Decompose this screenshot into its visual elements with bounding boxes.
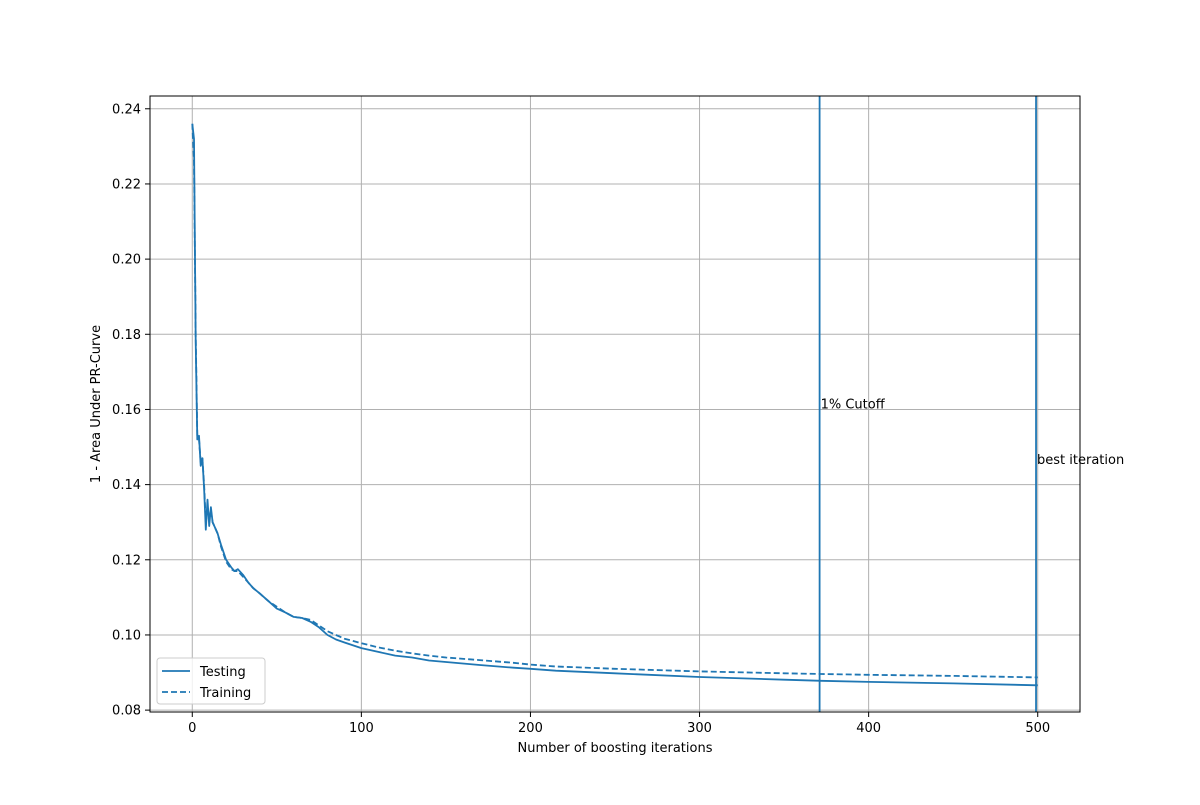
vline-annotation: best iteration — [1037, 453, 1124, 468]
y-tick-label: 0.16 — [112, 403, 141, 418]
x-axis-label: Number of boosting iterations — [518, 741, 713, 756]
vline-annotation: 1% Cutoff — [821, 397, 886, 412]
plot-frame — [149, 95, 1081, 713]
legend-label-testing: Testing — [199, 665, 246, 680]
x-tick-label: 300 — [687, 721, 712, 736]
y-tick-label: 0.12 — [112, 553, 141, 568]
x-tick-label: 100 — [349, 721, 374, 736]
series-group — [191, 123, 1038, 687]
legend-label-training: Training — [199, 686, 251, 701]
grid — [150, 96, 1080, 712]
y-tick-label: 0.10 — [112, 628, 141, 643]
y-tick-label: 0.22 — [112, 177, 141, 192]
y-axis-label: 1 - Area Under PR-Curve — [89, 325, 104, 483]
x-tick-label: 0 — [188, 721, 196, 736]
x-tick-label: 500 — [1025, 721, 1050, 736]
x-tick-label: 200 — [518, 721, 543, 736]
vline-group: 1% Cutoff best iteration — [818, 96, 1124, 712]
y-tick-label: 0.24 — [112, 102, 141, 117]
y-tick-label: 0.20 — [112, 253, 141, 268]
y-tick-label: 0.14 — [112, 478, 141, 493]
legend: Testing Training — [156, 657, 266, 705]
series-line-training — [191, 123, 1038, 679]
ticks: 0 100 200 300 400 500 0.08 0.10 0.12 0.14 0.16 0.18… — [112, 102, 1050, 736]
y-tick-label: 0.18 — [112, 328, 141, 343]
y-tick-label: 0.08 — [112, 704, 141, 719]
x-tick-label: 400 — [856, 721, 881, 736]
